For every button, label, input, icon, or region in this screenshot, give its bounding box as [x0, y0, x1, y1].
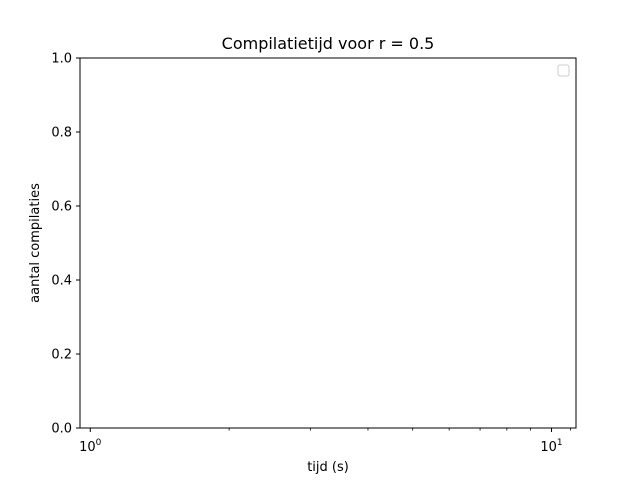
x-axis-label: tijd (s)	[307, 460, 349, 475]
y-tick-label: 0.4	[51, 274, 72, 289]
y-tick-label: 1.0	[51, 52, 72, 67]
y-tick-label: 0.0	[51, 422, 72, 437]
legend	[557, 64, 570, 77]
y-tick-label: 0.8	[51, 126, 72, 141]
chart-title: Compilatietijd voor r = 0.5	[222, 34, 435, 53]
legend-box	[557, 64, 570, 77]
x-tick-label: 100	[79, 438, 102, 455]
y-tick-label: 0.6	[51, 200, 72, 215]
tick-layer: 0.0 0.2 0.4 0.6 0.8 1.0 100 101	[51, 52, 572, 455]
y-axis-label: aantal compilaties	[28, 183, 43, 303]
y-tick-label: 0.2	[51, 348, 72, 363]
x-tick-label: 101	[540, 438, 562, 455]
plot-area	[79, 57, 577, 429]
